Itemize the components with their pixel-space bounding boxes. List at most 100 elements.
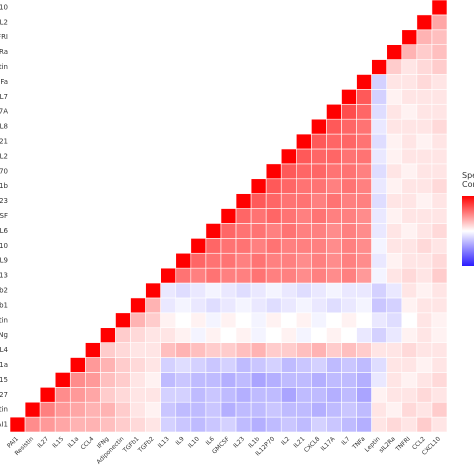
cell [235,238,252,254]
cell [401,59,418,75]
cell [265,163,282,180]
cell [311,208,327,224]
cell [311,252,327,269]
cell [431,327,448,343]
cell [235,312,252,329]
cell [220,238,237,254]
cell [326,342,342,358]
cell [145,416,161,433]
cell [401,312,418,329]
cell [296,357,312,373]
x-tick-label: IL7 [340,435,351,446]
y-tick-label: Resistin [0,406,8,414]
cell [265,327,282,343]
cell [250,357,267,373]
cell [296,372,312,388]
cell [160,342,177,358]
cell [371,387,388,403]
cell [401,342,418,358]
cell [220,267,237,284]
cell [401,327,418,343]
cell [356,401,372,418]
cell [280,372,297,388]
cell [401,133,418,150]
cell [341,148,357,165]
cell [265,312,282,329]
cell [416,163,433,180]
cell [371,416,388,433]
cell [220,416,237,433]
cell [265,208,282,224]
cell [401,387,418,403]
cell [311,148,327,165]
cell [265,267,282,284]
cell [431,89,448,105]
x-tick-label: IL2 [280,435,291,446]
cell [280,312,297,329]
cell [431,148,448,165]
cell [326,312,342,329]
cell [326,208,342,224]
cell [431,14,448,31]
x-tick-label: IL13 [157,435,171,449]
y-tick-label: IL9 [0,257,8,265]
cell [130,416,146,433]
cell [190,327,207,343]
cell [24,416,41,433]
cell [100,357,116,373]
y-tick-label: IL10 [0,242,8,250]
cell [235,223,252,239]
cell [356,267,372,284]
cell [341,208,357,224]
cell [341,118,357,135]
cell [265,297,282,314]
cell [356,372,372,388]
cell [356,118,372,135]
cell [160,267,177,284]
cell [431,223,448,239]
cell [190,416,207,433]
cell [85,387,101,403]
cell [416,59,433,75]
cell [250,416,267,433]
cell [175,387,192,403]
cell [250,238,267,254]
cell [130,357,146,373]
cell [371,401,388,418]
cell [250,282,267,299]
cell [416,357,433,373]
cell [85,342,101,358]
cell [371,312,388,329]
cell [416,327,433,343]
cell [190,357,207,373]
cell [69,372,86,388]
cell [431,416,448,433]
cell [311,238,327,254]
cell [280,401,297,418]
cell [386,252,403,269]
cell [85,401,101,418]
cell [326,372,342,388]
cell [416,238,433,254]
cell [416,89,433,105]
x-tick-label: IL9 [174,435,185,446]
y-tick-label: IL17A [0,108,8,116]
cell [280,238,297,254]
cell [341,342,357,358]
y-tick-label: IL12P70 [0,167,8,175]
cell [160,372,177,388]
y-tick-label: IL6 [0,227,9,235]
cell [371,178,388,194]
cell [175,401,192,418]
cell [205,223,222,239]
y-tick-label: TNFRI [0,33,8,41]
cell [386,312,403,329]
cell [341,252,357,269]
cell [130,342,146,358]
y-tick-label: TGFb2 [0,286,8,294]
cell [386,208,403,224]
cell [386,372,403,388]
cell [85,357,101,373]
cell [145,327,161,343]
cell [145,372,161,388]
